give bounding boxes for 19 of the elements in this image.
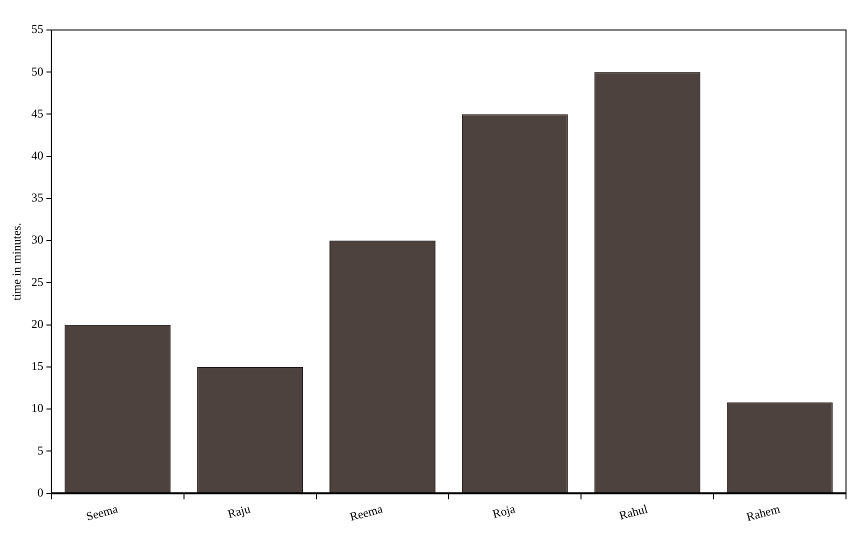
x-tick-label: Rahul (618, 502, 650, 523)
y-tick-label: 50 (31, 64, 44, 78)
y-tick-label: 0 (37, 485, 44, 500)
y-tick-label: 55 (31, 22, 44, 36)
y-tick-label: 45 (31, 106, 44, 120)
x-tick-label: Raju (226, 502, 252, 522)
y-tick-label: 10 (31, 401, 44, 416)
x-tick-label: Rahem (744, 502, 782, 524)
y-tick-label: 15 (31, 359, 44, 374)
y-tick-label: 30 (31, 232, 44, 247)
y-tick-label: 20 (31, 316, 44, 331)
x-tick-label: Roja (490, 502, 518, 522)
x-tick-label: Seema (84, 502, 120, 524)
y-tick-label: 25 (31, 274, 44, 289)
y-tick-label: 40 (31, 148, 44, 163)
x-tick-label: Reema (348, 502, 385, 524)
y-axis-title: time in minutes. (9, 222, 24, 300)
y-tick-label: 5 (37, 443, 44, 458)
y-tick-label: 35 (31, 190, 44, 205)
